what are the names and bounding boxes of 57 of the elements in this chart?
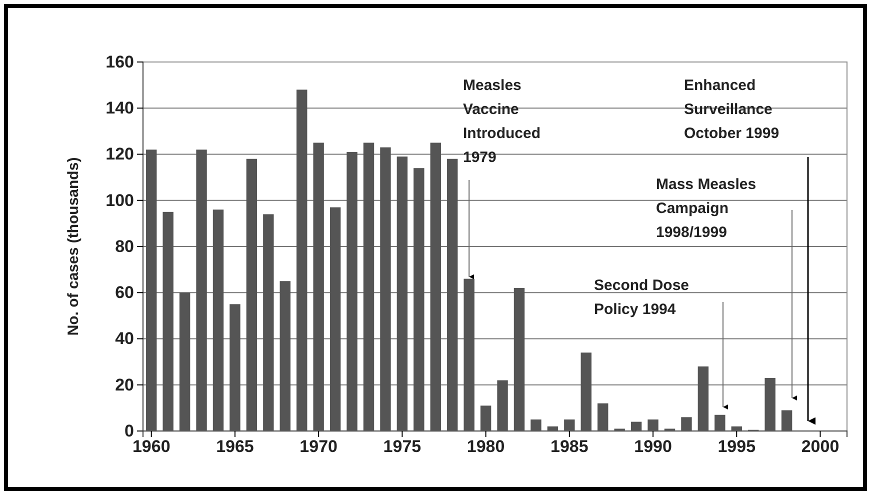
bar	[196, 150, 207, 431]
bar	[598, 403, 608, 431]
bar	[280, 281, 290, 431]
x-tick-label: 1960	[132, 437, 170, 456]
bar	[346, 152, 358, 431]
bar	[230, 304, 240, 431]
bar	[146, 150, 157, 431]
bar	[414, 168, 424, 431]
y-tick-label: 120	[106, 144, 134, 164]
bar	[580, 352, 592, 431]
bar	[447, 158, 458, 431]
x-tick-label: 1970	[300, 437, 338, 456]
annotation: Second Dose Policy 1994	[594, 277, 690, 318]
bar	[764, 378, 776, 431]
bar	[630, 422, 642, 431]
y-tick-label: 0	[124, 421, 134, 440]
bar	[698, 366, 709, 431]
x-tick-label: 1975	[383, 437, 422, 456]
bar	[363, 142, 374, 431]
bar	[480, 406, 492, 431]
bar	[380, 147, 391, 431]
x-tick-label: 2000	[801, 437, 840, 456]
bar	[179, 292, 190, 431]
bar	[430, 142, 441, 431]
bar	[514, 288, 525, 431]
bar	[162, 212, 174, 431]
y-axis-title: No. of cases (thousands)	[65, 157, 82, 336]
bar	[497, 380, 508, 431]
y-tick-label: 40	[115, 329, 134, 348]
y-tick-label: 80	[115, 236, 134, 256]
bar	[313, 142, 324, 431]
y-tick-label: 20	[115, 375, 134, 394]
x-tick-label: 1965	[216, 437, 254, 456]
bar	[246, 158, 258, 431]
annotation: Mass Measles Campaign 1998/1999	[656, 176, 756, 241]
bar	[781, 410, 792, 431]
x-tick-label: 1985	[550, 437, 588, 456]
bar	[396, 156, 408, 431]
bar	[263, 214, 274, 431]
bar	[330, 207, 341, 431]
y-tick-label: 140	[106, 98, 134, 118]
bar	[648, 419, 658, 431]
y-tick-label: 100	[106, 190, 134, 210]
bar	[714, 414, 726, 431]
bar	[681, 417, 692, 431]
y-tick-label: 160	[106, 52, 134, 72]
bar	[530, 419, 542, 431]
bar	[731, 426, 742, 431]
y-tick-label: 60	[115, 283, 134, 302]
bar	[464, 278, 474, 431]
x-tick-label: 1990	[634, 437, 672, 456]
bar	[212, 210, 224, 431]
x-tick-label: 1980	[466, 437, 505, 456]
bar	[564, 419, 575, 431]
bar	[296, 90, 308, 431]
x-tick-label: 1995	[718, 437, 756, 456]
bar	[547, 426, 558, 431]
